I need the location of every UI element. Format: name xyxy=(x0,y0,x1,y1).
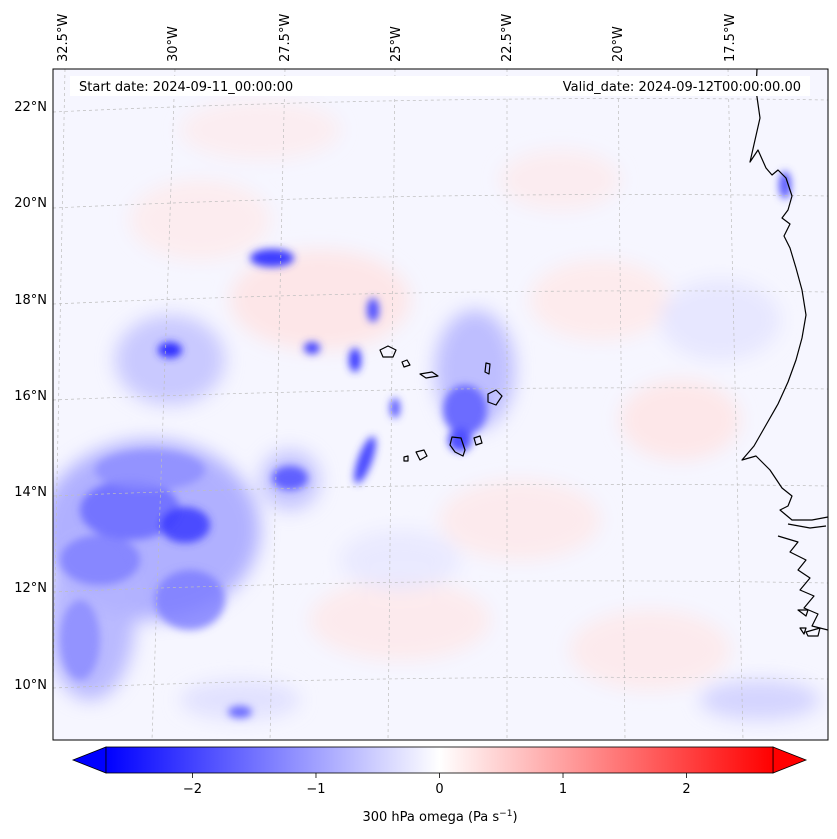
island-fogo xyxy=(415,449,428,461)
island-bissagos xyxy=(797,609,821,637)
lon-tick-label: 20°W xyxy=(611,26,626,62)
island-brava xyxy=(403,455,409,462)
africa-coastline xyxy=(741,69,828,631)
header-band xyxy=(70,76,810,96)
island-maio xyxy=(473,435,483,446)
map-panel xyxy=(53,69,828,740)
colorbar-tick-label: 2 xyxy=(682,782,690,797)
lat-tick-label: 14°N xyxy=(14,485,47,500)
colorbar-tick-label: 1 xyxy=(559,782,567,797)
lat-tick-label: 16°N xyxy=(14,389,47,404)
colorbar: −2 −1 0 1 2 300 hPa omega (Pa s−1) xyxy=(71,746,808,825)
lon-tick-label: 32.5°W xyxy=(56,14,71,62)
colorbar-label-sup: −1 xyxy=(499,809,512,819)
lon-tick-label: 27.5°W xyxy=(278,14,293,62)
lat-tick-label: 18°N xyxy=(14,293,47,308)
lon-tick-label: 22.5°W xyxy=(500,14,515,62)
longitude-tick-labels: 32.5°W 30°W 27.5°W 25°W 22.5°W 20°W 17.5… xyxy=(56,14,738,62)
latitude-tick-labels: 22°N 20°N 18°N 16°N 14°N 12°N 10°N xyxy=(14,100,47,693)
colorbar-tick-label: −1 xyxy=(306,782,325,797)
lat-tick-label: 12°N xyxy=(14,581,47,596)
map-frame xyxy=(52,68,829,741)
island-santiago xyxy=(449,436,466,457)
lat-tick-label: 10°N xyxy=(14,678,47,693)
lat-tick-label: 22°N xyxy=(14,100,47,115)
island-santo-antao xyxy=(379,345,397,358)
colorbar-tick-label: −2 xyxy=(183,782,202,797)
map-gridlines xyxy=(53,69,828,740)
start-date-label: Start date: 2024-09-11_00:00:00 xyxy=(79,80,293,95)
colorbar-label-text: 300 hPa omega (Pa s xyxy=(362,810,499,825)
colorbar-tick-label: 0 xyxy=(435,782,443,797)
island-sao-nicolau xyxy=(419,371,439,379)
coastlines xyxy=(379,69,828,637)
colorbar-ticks: −2 −1 0 1 2 xyxy=(183,773,691,797)
island-sal xyxy=(484,362,491,375)
lon-tick-label: 17.5°W xyxy=(723,14,738,62)
lat-tick-label: 20°N xyxy=(14,196,47,211)
colorbar-gradient xyxy=(105,746,774,774)
lon-tick-label: 25°W xyxy=(389,26,404,62)
valid-date-label: Valid_date: 2024-09-12T00:00:00.00 xyxy=(563,80,801,95)
colorbar-extend-low xyxy=(71,746,107,774)
island-boa-vista xyxy=(487,389,503,406)
colorbar-label-tail: ) xyxy=(512,810,517,825)
colorbar-extend-high xyxy=(772,746,808,774)
colorbar-label: 300 hPa omega (Pa s−1) xyxy=(362,809,517,825)
lon-tick-label: 30°W xyxy=(166,26,181,62)
island-sao-vicente xyxy=(401,359,411,368)
omega-field-cells xyxy=(60,171,791,718)
